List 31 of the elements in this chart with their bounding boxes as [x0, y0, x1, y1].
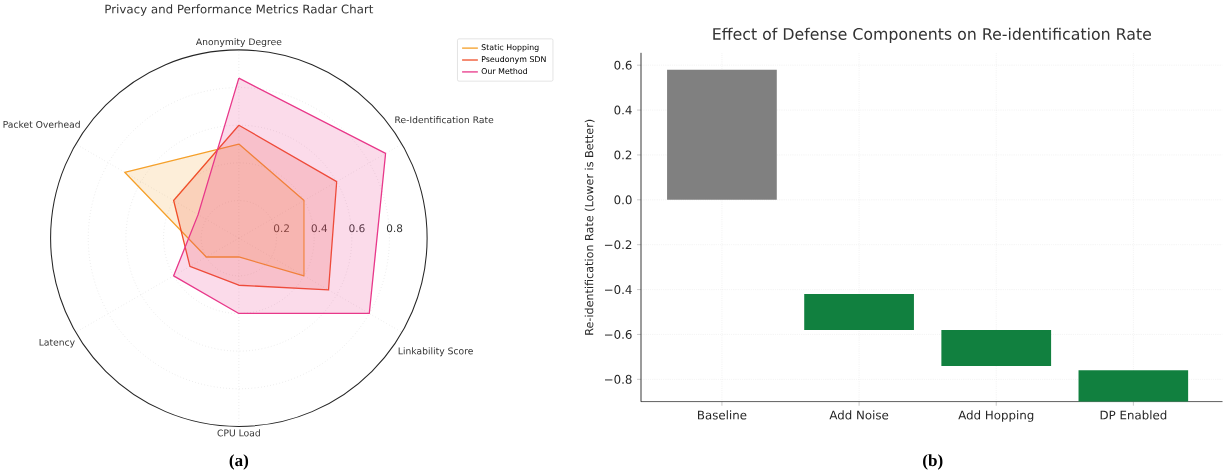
spoke-label: Latency [39, 339, 75, 348]
y-tick-label: −0.4 [604, 285, 632, 295]
bar [1078, 370, 1189, 402]
x-tick-label: Add Noise [829, 410, 889, 420]
spoke-label: Anonymity Degree [195, 38, 282, 48]
text: (a) [229, 454, 249, 470]
y-tick-label: 0.6 [349, 224, 365, 233]
y-tick-label: 0.6 [614, 60, 632, 70]
chart-title: Effect of Defense Components on Re-identification Rate [713, 27, 1151, 44]
text: (b) [923, 454, 943, 470]
y-tick-label: 0.8 [386, 224, 403, 233]
chart-title: Privacy and Performance Metrics Radar Chart [105, 4, 374, 16]
y-tick-label: 0.2 [273, 224, 289, 233]
y-tick-label: 0.4 [311, 224, 328, 233]
x-tick-label: DP Enabled [1100, 410, 1167, 420]
bar [941, 330, 1052, 367]
y-tick-label: 0.0 [614, 195, 632, 205]
spoke-label: Re-Identification Rate [395, 116, 494, 124]
y-tick-label: −0.6 [604, 330, 632, 340]
x-tick-label: Baseline [698, 410, 747, 420]
spoke-label: CPU Load [217, 429, 260, 437]
y-tick-label: 0.2 [614, 150, 632, 160]
y-axis-title: Re-identification Rate (Lower is Better) [584, 119, 595, 335]
y-tick-label: −0.8 [604, 375, 632, 384]
spoke-label: Packet Overhead [3, 120, 80, 128]
bar [667, 69, 777, 200]
spoke-label: Linkability Score [398, 347, 473, 357]
x-tick-label: Add Hopping [958, 410, 1034, 422]
y-tick-label: 0.4 [614, 105, 632, 115]
bar [804, 294, 914, 331]
y-tick-label: −0.2 [604, 240, 632, 250]
